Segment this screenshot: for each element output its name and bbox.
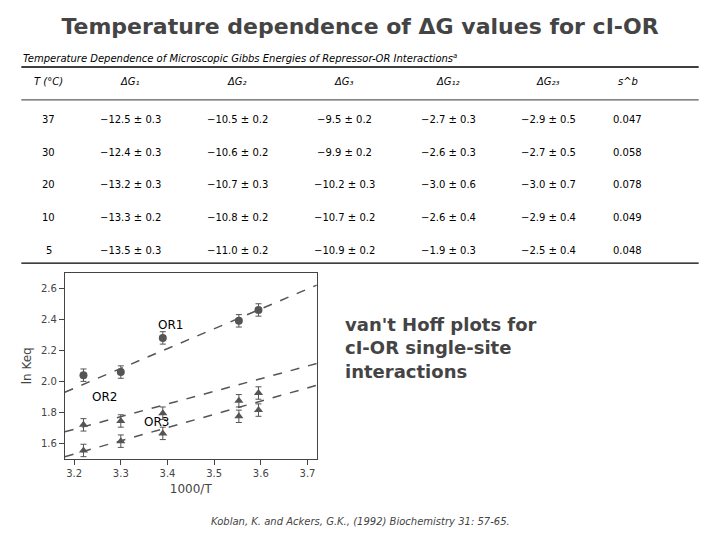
svg-text:ln Keq: ln Keq (20, 347, 34, 384)
svg-text:5: 5 (46, 245, 52, 256)
svg-text:−9.9 ± 0.2: −9.9 ± 0.2 (317, 147, 372, 158)
svg-text:1000/T: 1000/T (170, 482, 213, 496)
svg-text:−10.8 ± 0.2: −10.8 ± 0.2 (207, 212, 268, 223)
svg-text:−3.0 ± 0.7: −3.0 ± 0.7 (521, 179, 576, 190)
svg-text:0.058: 0.058 (613, 147, 642, 158)
svg-text:−10.5 ± 0.2: −10.5 ± 0.2 (207, 114, 268, 125)
svg-text:−10.6 ± 0.2: −10.6 ± 0.2 (207, 147, 268, 158)
svg-text:3.7: 3.7 (300, 468, 316, 479)
svg-text:−13.5 ± 0.3: −13.5 ± 0.3 (100, 245, 161, 256)
svg-text:−2.6 ± 0.3: −2.6 ± 0.3 (421, 147, 476, 158)
svg-text:2.0: 2.0 (41, 376, 57, 387)
svg-text:3.4: 3.4 (160, 468, 176, 479)
svg-text:−3.0 ± 0.6: −3.0 ± 0.6 (421, 179, 476, 190)
svg-text:37: 37 (42, 114, 55, 125)
svg-text:−12.5 ± 0.3: −12.5 ± 0.3 (100, 114, 161, 125)
svg-text:0.049: 0.049 (613, 212, 642, 223)
svg-text:2.6: 2.6 (41, 283, 57, 294)
svg-text:1.8: 1.8 (41, 407, 57, 418)
svg-text:OR3: OR3 (144, 415, 169, 429)
svg-text:−10.9 ± 0.2: −10.9 ± 0.2 (314, 245, 375, 256)
svg-text:0.047: 0.047 (613, 114, 642, 125)
svg-text:−11.0 ± 0.2: −11.0 ± 0.2 (207, 245, 268, 256)
svg-text:−9.5 ± 0.2: −9.5 ± 0.2 (317, 114, 372, 125)
svg-text:3.5: 3.5 (206, 468, 222, 479)
svg-text:ΔG₁₂: ΔG₁₂ (436, 76, 460, 87)
svg-text:2.4: 2.4 (41, 314, 57, 325)
svg-text:ΔG₂₃: ΔG₂₃ (536, 76, 560, 87)
svg-text:ΔG₂: ΔG₂ (227, 76, 247, 87)
svg-text:−1.9 ± 0.3: −1.9 ± 0.3 (421, 245, 476, 256)
svg-text:s^b: s^b (618, 76, 638, 87)
svg-text:−10.7 ± 0.2: −10.7 ± 0.2 (314, 212, 375, 223)
svg-text:30: 30 (42, 147, 55, 158)
svg-text:−2.9 ± 0.4: −2.9 ± 0.4 (521, 212, 576, 223)
svg-text:−13.2 ± 0.3: −13.2 ± 0.3 (100, 179, 161, 190)
svg-text:3.6: 3.6 (253, 468, 269, 479)
svg-text:−10.2 ± 0.3: −10.2 ± 0.3 (314, 179, 375, 190)
svg-text:ΔG₃: ΔG₃ (334, 76, 354, 87)
svg-text:−2.5 ± 0.4: −2.5 ± 0.4 (521, 245, 576, 256)
svg-text:OR1: OR1 (158, 318, 183, 332)
svg-text:20: 20 (42, 179, 55, 190)
svg-text:−12.4 ± 0.3: −12.4 ± 0.3 (100, 147, 161, 158)
svg-text:ΔG₁: ΔG₁ (120, 76, 140, 87)
svg-text:0.048: 0.048 (613, 245, 642, 256)
svg-text:T (°C): T (°C) (34, 76, 63, 87)
svg-text:−2.7 ± 0.5: −2.7 ± 0.5 (521, 147, 576, 158)
svg-text:−10.7 ± 0.3: −10.7 ± 0.3 (207, 179, 268, 190)
svg-text:1.6: 1.6 (41, 438, 57, 449)
svg-text:2.2: 2.2 (41, 345, 57, 356)
svg-text:−13.3 ± 0.2: −13.3 ± 0.2 (100, 212, 161, 223)
svg-text:10: 10 (42, 212, 55, 223)
svg-text:−2.9 ± 0.5: −2.9 ± 0.5 (521, 114, 576, 125)
svg-text:0.078: 0.078 (613, 179, 642, 190)
svg-text:van't Hoff plots forcI-OR sing: van't Hoff plots forcI-OR single-siteint… (345, 314, 537, 382)
svg-text:Koblan, K. and Ackers, G.K., (: Koblan, K. and Ackers, G.K., (1992) Bioc… (211, 516, 510, 527)
svg-text:OR2: OR2 (92, 390, 117, 404)
svg-text:3.3: 3.3 (113, 468, 129, 479)
svg-text:Temperature Dependence of Micr: Temperature Dependence of Microscopic Gi… (23, 52, 457, 64)
svg-text:−2.6 ± 0.4: −2.6 ± 0.4 (421, 212, 476, 223)
svg-text:Temperature dependence of ΔG v: Temperature dependence of ΔG values for … (61, 14, 658, 39)
svg-text:−2.7 ± 0.3: −2.7 ± 0.3 (421, 114, 476, 125)
svg-text:3.2: 3.2 (66, 468, 82, 479)
